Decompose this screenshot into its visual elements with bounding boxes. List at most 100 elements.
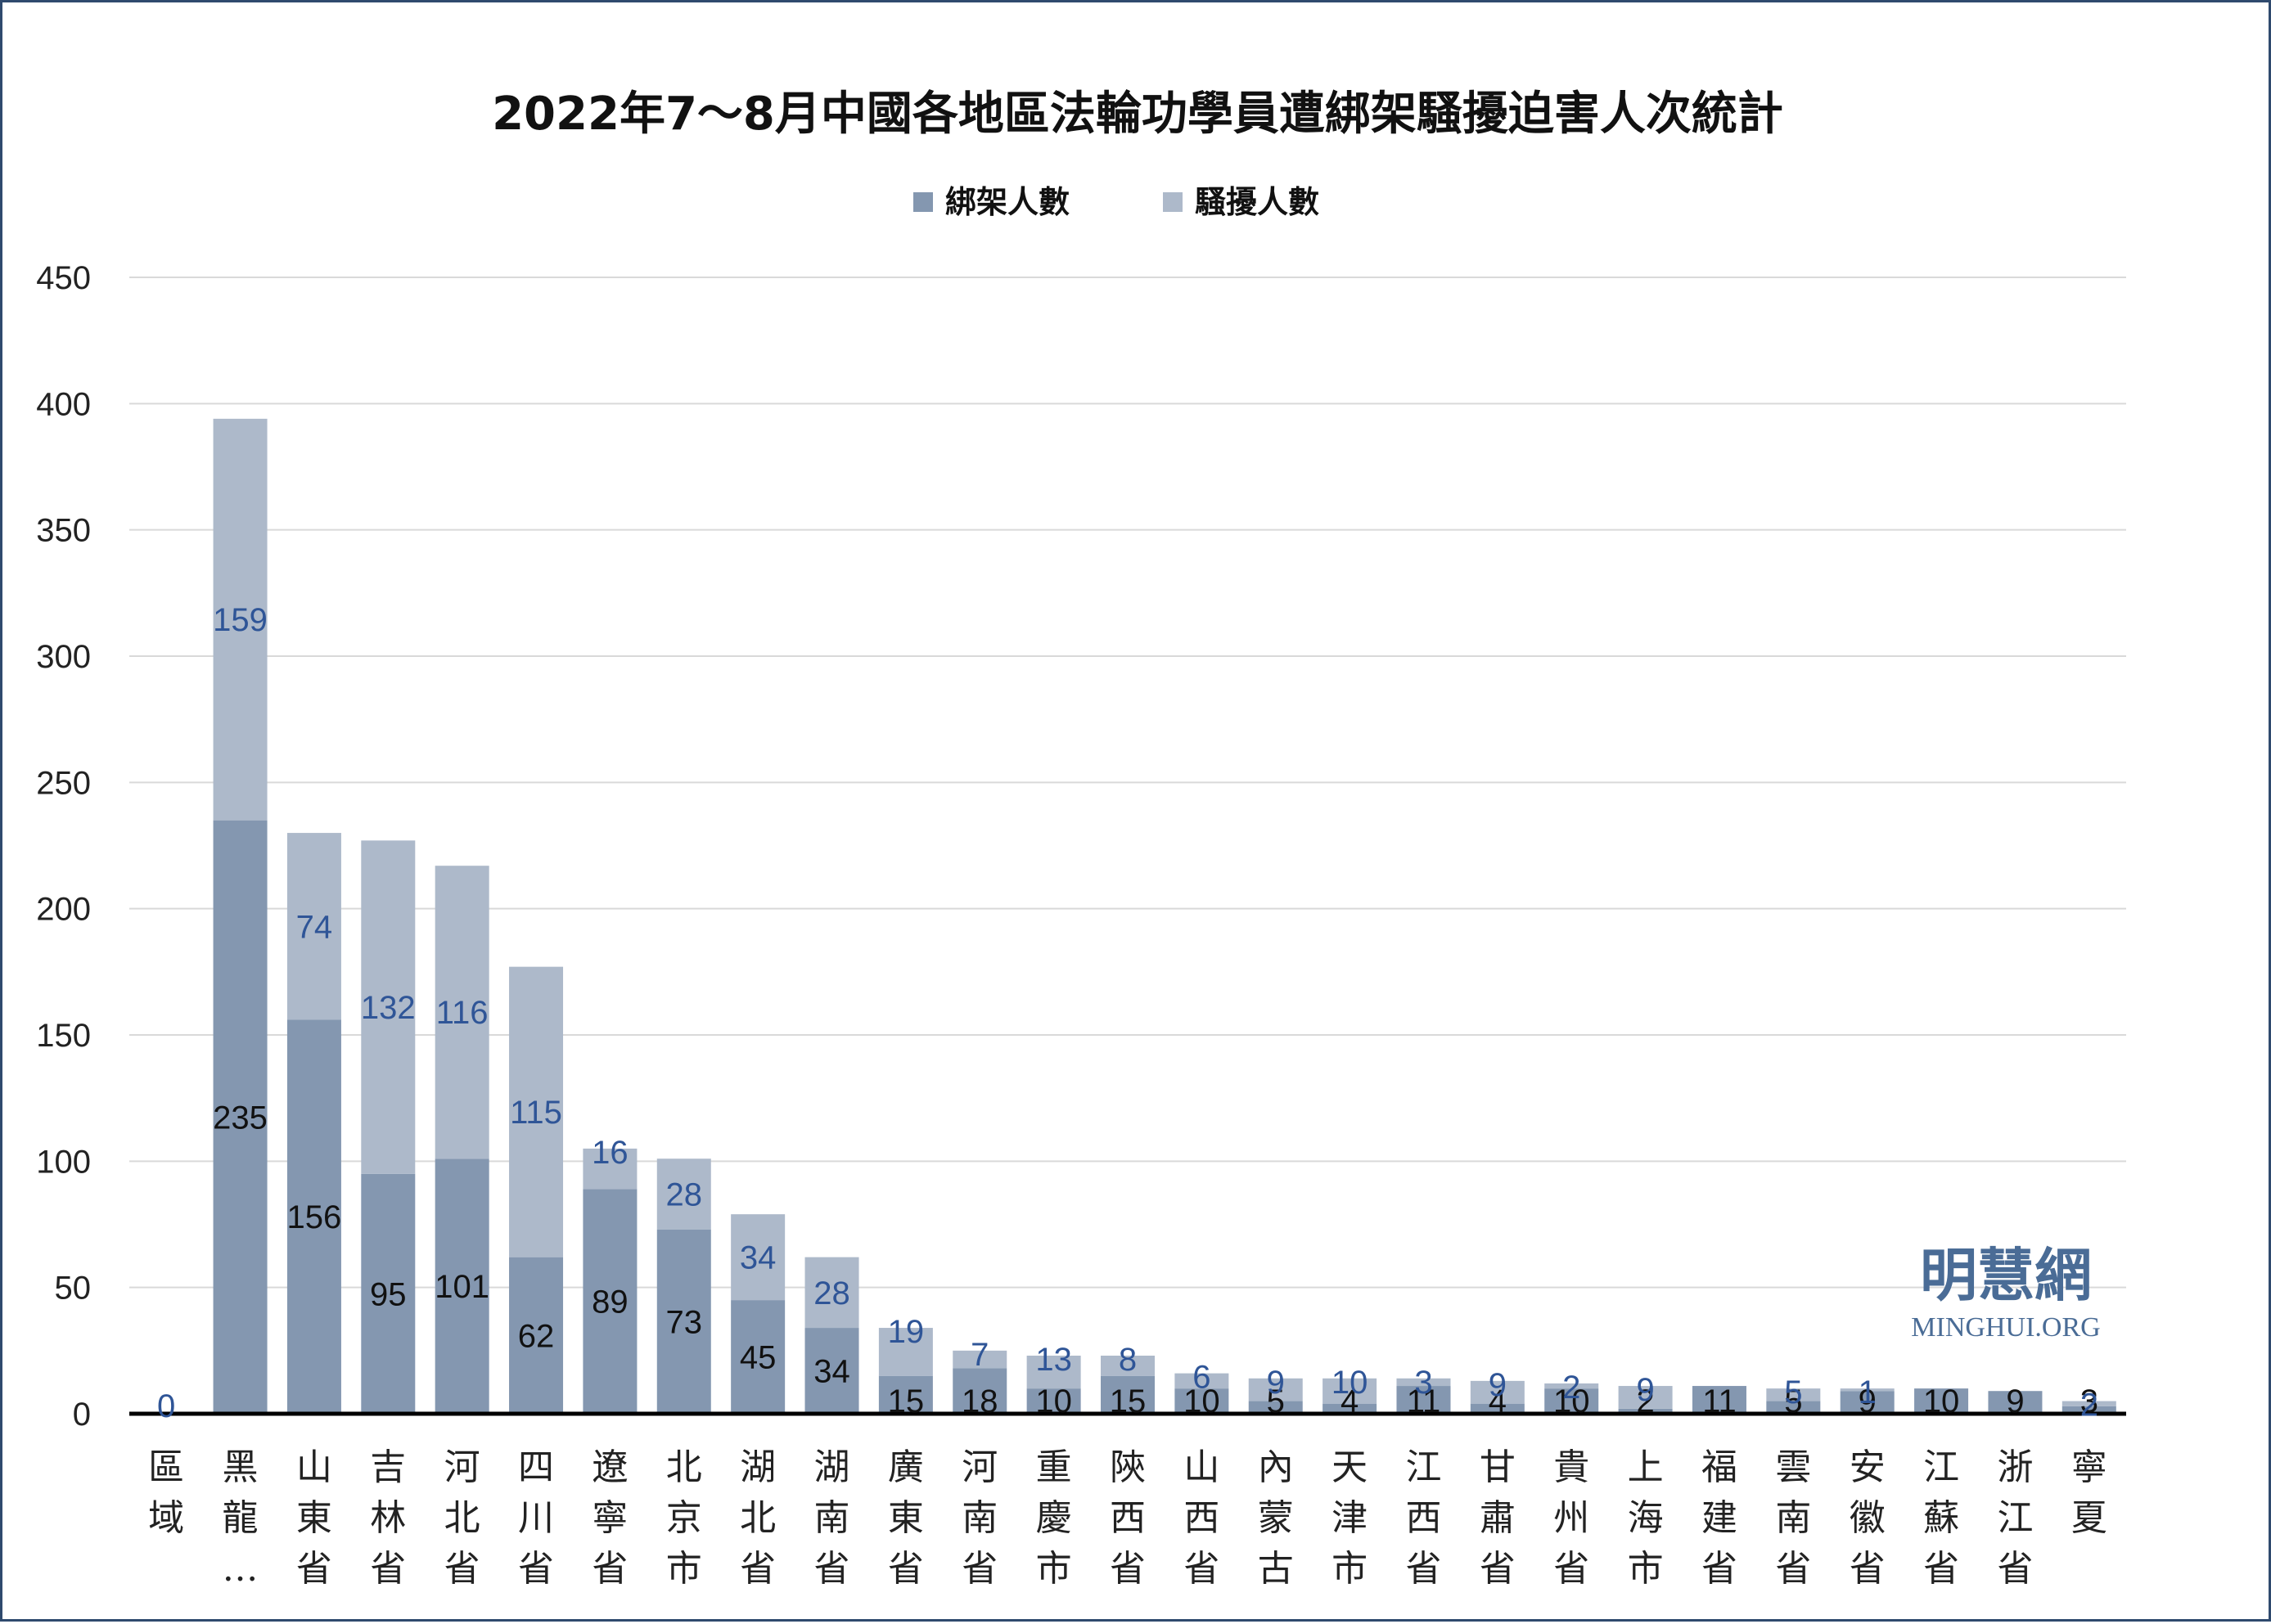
y-tick-label: 100	[36, 1144, 91, 1180]
y-tick-label: 400	[36, 386, 91, 422]
x-tick-label: 雲南省	[1775, 1446, 1811, 1590]
x-tick-label: 山西省	[1183, 1446, 1219, 1590]
data-label-harass: 116	[436, 995, 489, 1031]
data-label-harass: 74	[296, 909, 333, 945]
watermark: 明慧網 MINGHUI.ORG	[1911, 1241, 2100, 1343]
x-tick-label: 河北省	[444, 1446, 480, 1590]
bar-harass	[583, 1148, 638, 1190]
x-tick-label: 天津市	[1332, 1446, 1368, 1590]
x-tick-label: 湖北省	[740, 1446, 776, 1590]
x-tick-label: 廣東省	[888, 1446, 924, 1590]
bar-harass	[804, 1257, 859, 1329]
bar-kidnap	[1840, 1391, 1895, 1414]
data-label-kidnap: 235	[213, 1100, 268, 1136]
y-tick-label: 350	[36, 513, 91, 549]
data-label-kidnap: 15	[888, 1383, 925, 1419]
bar-harass	[509, 966, 564, 1257]
data-label-harass: 13	[1035, 1342, 1072, 1378]
data-label-kidnap: 73	[666, 1304, 703, 1340]
bar-kidnap	[1692, 1386, 1746, 1414]
bar-kidnap	[1101, 1375, 1155, 1414]
data-label-kidnap: 10	[1553, 1383, 1590, 1419]
bar-kidnap	[1026, 1388, 1081, 1414]
bar-harass	[286, 833, 341, 1020]
data-label-kidnap: 11	[1702, 1383, 1737, 1419]
data-label-kidnap: 5	[1784, 1383, 1802, 1419]
gridlines	[129, 277, 2126, 1289]
bar-kidnap	[1544, 1388, 1599, 1414]
y-tick-label: 0	[73, 1397, 91, 1433]
bar-harass	[1174, 1373, 1229, 1389]
legend-label-harass: 騷擾人數	[1195, 184, 1319, 220]
x-tick-label: 北京市	[666, 1446, 702, 1590]
data-label-harass: 7	[971, 1337, 989, 1373]
legend: 綁架人數 騷擾人數	[913, 184, 1319, 220]
x-tick-label: 內蒙古	[1258, 1446, 1294, 1590]
y-tick-label: 250	[36, 765, 91, 801]
x-tick-label: 河南省	[962, 1446, 998, 1590]
data-label-harass: 8	[1119, 1342, 1137, 1378]
data-label-harass: 9	[1267, 1365, 1285, 1401]
bar-harass	[213, 418, 268, 821]
x-tick-label: 上海市	[1628, 1446, 1664, 1590]
data-label-harass: 159	[213, 602, 268, 638]
bar-kidnap	[1322, 1403, 1377, 1414]
y-tick-label: 300	[36, 639, 91, 675]
data-label-harass: 9	[1636, 1372, 1654, 1408]
data-label-kidnap: 95	[370, 1276, 407, 1312]
data-label-kidnap: 10	[1035, 1383, 1072, 1419]
bar-harass	[361, 840, 416, 1174]
bar-kidnap	[953, 1368, 1007, 1414]
bars	[213, 418, 2116, 1414]
data-label-kidnap: 10	[1923, 1383, 1960, 1419]
data-label-harass: 3	[1414, 1365, 1432, 1401]
bar-kidnap	[1914, 1388, 1969, 1414]
x-tick-label: 吉林省	[370, 1446, 406, 1590]
bar-harass	[1322, 1378, 1377, 1404]
data-label-kidnap: 18	[962, 1383, 998, 1419]
data-label-harass: 132	[361, 990, 416, 1026]
bar-kidnap	[1988, 1391, 2043, 1414]
data-label-harass: 28	[666, 1176, 703, 1212]
data-label-kidnap: 89	[592, 1284, 629, 1320]
data-label-kidnap: 3	[2080, 1383, 2098, 1419]
data-label-kidnap: 101	[435, 1269, 489, 1305]
data-label-kidnap: 34	[813, 1354, 850, 1390]
data-label-harass: 5	[1784, 1374, 1802, 1410]
y-tick-label: 450	[36, 260, 91, 296]
data-label-harass: 28	[813, 1275, 850, 1311]
x-tick-label: 浙江省	[1997, 1446, 2033, 1590]
bar-kidnap	[804, 1328, 859, 1414]
data-label-kidnap: 156	[287, 1199, 342, 1235]
data-label-harass: 19	[888, 1314, 925, 1350]
bar-harass	[878, 1328, 933, 1376]
bar-harass	[1396, 1378, 1451, 1387]
chart-title: 2022年7～8月中國各地區法輪功學員遭綁架騷擾迫害人次統計	[492, 88, 1783, 141]
bar-harass	[435, 866, 489, 1159]
data-label-harass: 115	[510, 1095, 562, 1131]
data-label-harass: 0	[157, 1388, 175, 1424]
y-tick-label: 150	[36, 1018, 91, 1054]
x-tick-label: 甘肅省	[1480, 1446, 1516, 1590]
x-tick-label: 寧夏	[2071, 1446, 2107, 1539]
x-tick-label: 區域	[148, 1446, 184, 1539]
data-label-kidnap: 11	[1407, 1383, 1441, 1419]
data-label-harass: 9	[1489, 1367, 1507, 1403]
bar-kidnap	[361, 1173, 416, 1414]
bar-harass	[1544, 1383, 1599, 1389]
data-label-harass: 34	[740, 1240, 777, 1276]
bar-harass	[1248, 1378, 1303, 1401]
bar-kidnap	[213, 820, 268, 1414]
bar-harass	[953, 1350, 1007, 1369]
bar-kidnap	[656, 1229, 711, 1414]
x-tick-label: 貴州省	[1553, 1446, 1589, 1590]
x-tick-label: 安徽省	[1850, 1446, 1886, 1590]
data-label-harass: 2	[2080, 1388, 2098, 1424]
bar-harass	[1026, 1356, 1081, 1389]
bar-kidnap	[1618, 1408, 1673, 1414]
data-label-kidnap: 4	[1489, 1383, 1507, 1419]
x-tick-label: 陝西省	[1110, 1446, 1146, 1590]
data-label-kidnap: 10	[1183, 1383, 1220, 1419]
